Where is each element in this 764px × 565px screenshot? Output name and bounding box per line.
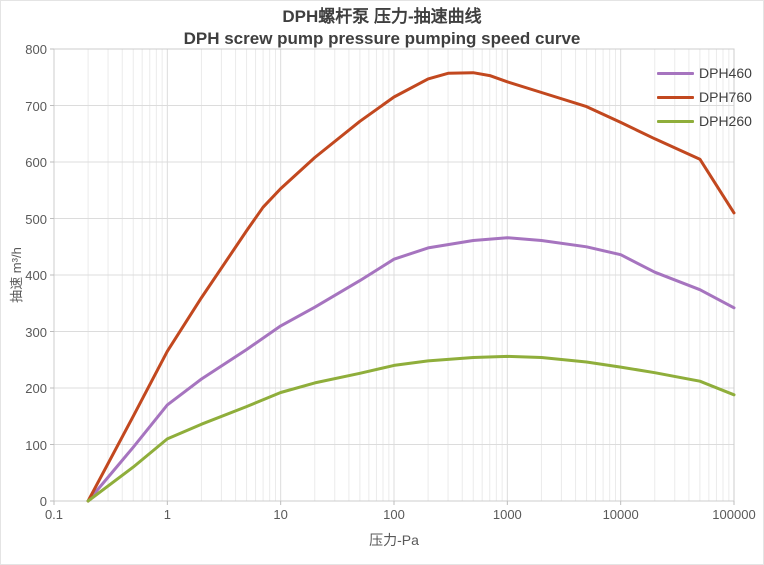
legend-item-DPH460: DPH460 [657,61,752,85]
x-tick-label: 10000 [602,507,639,522]
legend-line-swatch [657,95,694,99]
series-line-DPH760 [86,71,736,503]
series-line-DPH260 [86,354,736,503]
chart-title-zh: DPH螺杆泵 压力-抽速曲线 [282,7,482,26]
series-line-DPH460 [86,236,736,503]
y-tick-label: 0 [39,494,47,509]
y-tick-label: 300 [25,324,47,340]
chart-title-en: DPH screw pump pressure pumping speed cu… [183,29,581,48]
y-tick-label: 100 [25,437,47,453]
legend-label: DPH760 [699,89,752,105]
x-tick-label: 0.1 [44,507,64,522]
x-tick-label: 10 [273,507,288,522]
y-tick-label: 200 [25,381,47,396]
y-tick-label: 700 [25,98,47,114]
legend-line-swatch [657,119,694,123]
x-tick-label: 100000 [712,507,756,522]
y-tick-label: 400 [25,268,47,283]
legend-item-DPH760: DPH760 [657,85,752,109]
legend-label: DPH260 [699,113,752,129]
legend-line-swatch [657,71,694,75]
x-tick-label: 1 [163,507,171,522]
x-tick-label: 100 [383,507,405,522]
legend-item-DPH260: DPH260 [657,109,752,133]
x-tick-label: 1000 [492,507,522,522]
legend-label: DPH460 [699,65,752,81]
legend: DPH460 DPH760 DPH260 [657,61,752,133]
y-tick-label: 500 [25,211,47,227]
y-tick-label: 800 [25,42,47,57]
y-tick-label: 600 [25,155,47,170]
x-axis-title: 压力-Pa [369,532,419,548]
